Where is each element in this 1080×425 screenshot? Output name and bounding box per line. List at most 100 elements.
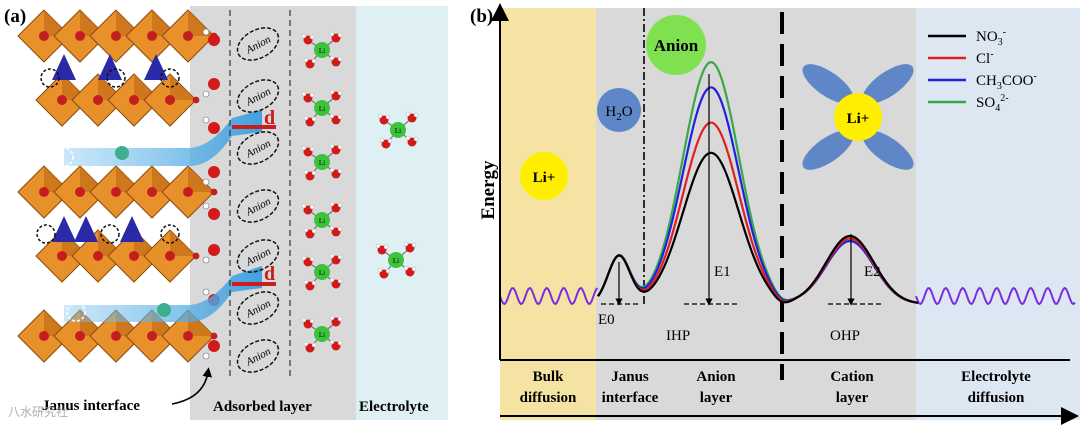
oxygen-atom bbox=[165, 95, 175, 105]
oxygen-atom bbox=[183, 187, 193, 197]
water-bubble: H2O bbox=[597, 88, 641, 132]
li-cluster: Li bbox=[301, 253, 343, 291]
oxygen-atom bbox=[39, 331, 49, 341]
li-vacancy bbox=[160, 224, 180, 244]
y-axis-label: Energy bbox=[478, 160, 499, 220]
svg-text:Anion: Anion bbox=[654, 36, 699, 55]
surface-oxygen bbox=[208, 166, 220, 178]
surface-oxygen bbox=[208, 78, 220, 90]
legend-label: Cl- bbox=[976, 49, 994, 67]
region-labels: BulkdiffusionJanusinterfaceAnionlayerCat… bbox=[520, 369, 1032, 406]
li-label: Li bbox=[319, 269, 325, 277]
oxygen-atom bbox=[111, 331, 121, 341]
li-cluster: Li bbox=[301, 315, 343, 353]
oxygen-atom bbox=[75, 31, 85, 41]
surface-oxygen bbox=[208, 208, 220, 220]
li-label: Li bbox=[319, 159, 325, 167]
panel-b: Anion H2O Li+ Li+ E0 bbox=[470, 3, 1080, 425]
li-label: Li bbox=[319, 331, 325, 339]
svg-text:diffusion: diffusion bbox=[968, 390, 1025, 406]
hydrated-li-clusters: Li Li Li Li Li Li Li Li bbox=[301, 31, 419, 353]
svg-text:Bulk: Bulk bbox=[533, 369, 565, 385]
energy-markers: E0 E1 IHP E2 OHP bbox=[598, 74, 884, 344]
li-label: Li bbox=[319, 47, 325, 55]
oxygen-atom bbox=[39, 187, 49, 197]
region-label: Janus interface bbox=[602, 369, 659, 406]
surface-oxygen bbox=[208, 244, 220, 256]
oxygen-atom bbox=[183, 31, 193, 41]
li-vacancy bbox=[36, 224, 56, 244]
panel-a-label: (a) bbox=[4, 6, 26, 27]
energy-curves bbox=[597, 61, 919, 304]
tetrahedron bbox=[98, 54, 122, 80]
e1-label: E1 bbox=[714, 264, 731, 280]
oxygen-atom bbox=[147, 31, 157, 41]
oxygen-atom bbox=[93, 251, 103, 261]
svg-text:Li+: Li+ bbox=[847, 111, 870, 127]
electrolyte-band bbox=[356, 6, 448, 420]
oxygen-atom bbox=[111, 187, 121, 197]
diffusion-arrow-lower bbox=[64, 266, 262, 322]
li-label: Li bbox=[319, 217, 325, 225]
energy-curve-ch3coo bbox=[597, 86, 919, 304]
region-label: Electrolyte diffusion bbox=[961, 369, 1031, 406]
region-bulk-bg bbox=[500, 8, 596, 420]
li-label: Li bbox=[393, 257, 399, 265]
svg-text:Anion: Anion bbox=[696, 369, 736, 385]
legend: NO3-Cl-CH3COO-SO42- bbox=[928, 27, 1037, 114]
d-marker-upper: d bbox=[232, 107, 276, 129]
region-middle-bg bbox=[596, 8, 916, 420]
li-vacancy bbox=[160, 68, 180, 88]
d-label: d bbox=[264, 263, 275, 285]
li-vacancy bbox=[100, 224, 120, 244]
region-label: Bulk diffusion bbox=[520, 369, 577, 406]
li-cluster: Li bbox=[375, 241, 417, 279]
svg-text:Cation: Cation bbox=[830, 369, 874, 385]
li-cluster: Li bbox=[301, 89, 343, 127]
anion-bubble: Anion bbox=[646, 15, 706, 75]
region-electrolyte-bg bbox=[916, 8, 1080, 420]
li-cluster: Li bbox=[301, 201, 343, 239]
bulk-diffusion-wave bbox=[499, 286, 599, 306]
oxygen-atom bbox=[75, 331, 85, 341]
watermark: 八水研究社 bbox=[8, 404, 68, 419]
svg-text:Li+: Li+ bbox=[533, 170, 556, 186]
energy-curve-no3 bbox=[597, 151, 919, 304]
electrolyte-label: Electrolyte bbox=[359, 399, 429, 415]
d-marker-lower: d bbox=[232, 263, 276, 286]
oxygen-atom bbox=[111, 31, 121, 41]
li-label: Li bbox=[319, 105, 325, 113]
oxygen-atom bbox=[57, 95, 67, 105]
li-cluster: Li bbox=[301, 31, 343, 69]
oxygen-atom bbox=[39, 31, 49, 41]
oxygen-atom bbox=[129, 95, 139, 105]
oxygen-atom bbox=[147, 187, 157, 197]
legend-entry: CH3COO- bbox=[928, 71, 1037, 92]
oxygen-atom bbox=[183, 331, 193, 341]
li-cluster: Li bbox=[377, 111, 419, 149]
svg-text:Electrolyte: Electrolyte bbox=[961, 369, 1031, 385]
janus-interface-label: Janus interface bbox=[42, 398, 140, 414]
electrolyte-diffusion-wave bbox=[915, 286, 1076, 306]
e0-label: E0 bbox=[598, 312, 615, 328]
e2-label: E2 bbox=[864, 264, 881, 280]
oxygen-atom bbox=[75, 187, 85, 197]
tetrahedron bbox=[52, 216, 76, 242]
region-label: Cation layer bbox=[830, 369, 874, 406]
d-label: d bbox=[264, 107, 275, 129]
water-label: H2O bbox=[605, 104, 632, 123]
solvated-li-cation: Li+ bbox=[802, 64, 914, 170]
energy-curve-cl bbox=[597, 121, 919, 304]
li-cluster: Li bbox=[301, 143, 343, 181]
diffusion-arrow-upper bbox=[54, 110, 262, 167]
li-label: Li bbox=[395, 127, 401, 135]
oxygen-atom bbox=[57, 251, 67, 261]
tetrahedron bbox=[74, 216, 98, 242]
adsorbed-layer-label: Adsorbed layer bbox=[213, 399, 312, 415]
li-vacancy bbox=[40, 68, 60, 88]
ihp-label: IHP bbox=[666, 328, 690, 344]
svg-text:layer: layer bbox=[836, 390, 869, 406]
oxygen-atom bbox=[147, 331, 157, 341]
svg-text:layer: layer bbox=[700, 390, 733, 406]
